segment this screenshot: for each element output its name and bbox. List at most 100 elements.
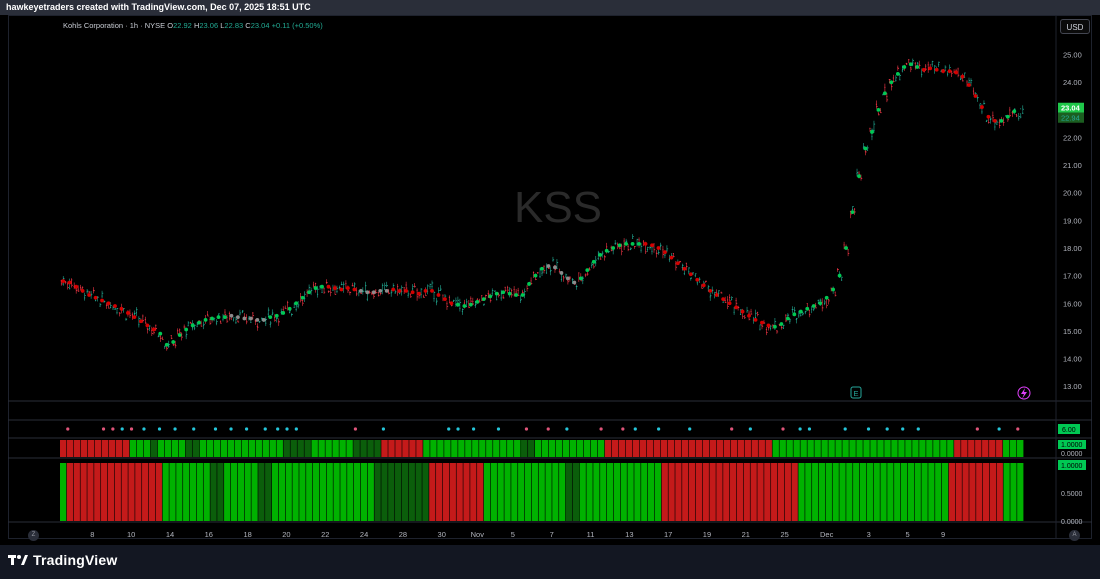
- trend-dot: [753, 317, 758, 322]
- price-tick-label: 17.00: [1063, 272, 1082, 281]
- strength-bar: [227, 440, 235, 457]
- histogram-bar: [791, 463, 798, 521]
- trend-dot: [617, 243, 622, 248]
- trend-dot: [229, 313, 234, 318]
- trend-dot: [80, 288, 85, 293]
- zoom-out-button[interactable]: Z: [28, 530, 39, 541]
- histogram-bar: [189, 463, 197, 521]
- histogram-bar: [176, 463, 183, 521]
- histogram-bar: [101, 463, 108, 521]
- time-tick-label: Nov: [471, 530, 485, 539]
- trend-dot: [857, 174, 861, 179]
- signal-dot: [843, 427, 847, 431]
- trend-dot: [481, 297, 486, 302]
- price-tick-label: 21.00: [1063, 161, 1082, 170]
- strength-bar: [576, 440, 584, 457]
- trend-dot: [268, 315, 273, 319]
- strength-bar: [968, 440, 975, 457]
- trend-dot: [203, 317, 208, 322]
- histogram-bar: [1010, 463, 1017, 521]
- open-value: 22.92: [173, 21, 192, 30]
- histogram-bar: [798, 463, 805, 521]
- event-badges[interactable]: E: [850, 386, 1031, 400]
- histogram-bar: [429, 463, 436, 521]
- currency-button[interactable]: USD: [1060, 19, 1090, 34]
- trend-dot: [934, 67, 939, 72]
- histogram-bar: [914, 463, 921, 521]
- histogram-bar: [265, 463, 272, 521]
- histogram-bar: [319, 463, 327, 521]
- histogram-bar: [593, 463, 600, 521]
- histogram-tick-label: 0.5000: [1061, 491, 1083, 498]
- strength-bar: [325, 440, 332, 457]
- trend-dot: [824, 295, 829, 300]
- trend-dot: [294, 301, 299, 306]
- strength-bar: [737, 440, 744, 457]
- trend-dot-series: [61, 62, 1023, 347]
- trend-dot: [255, 317, 260, 322]
- price-chart-svg[interactable]: KSS 25.00 24.00 22.00 21.00 20.00 19.00 18.00 1…: [0, 0, 1100, 545]
- trend-dot: [805, 306, 810, 311]
- strength-bar: [667, 440, 675, 457]
- trend-dot: [501, 290, 506, 295]
- trend-dot: [468, 302, 473, 307]
- histogram-bar: [545, 463, 552, 521]
- strength-bar: [339, 440, 346, 457]
- trend-dot: [455, 302, 460, 307]
- trend-dot: [663, 250, 667, 255]
- strength-bar: [304, 440, 311, 457]
- time-tick-label: 17: [664, 530, 672, 539]
- signal-dot: [213, 427, 218, 431]
- histogram-bar: [757, 463, 764, 521]
- tradingview-logo[interactable]: TradingView: [8, 552, 117, 568]
- signal-dot: [866, 427, 871, 431]
- strength-bar: [472, 440, 479, 457]
- strength-bar: [416, 440, 423, 457]
- trend-dot: [643, 241, 648, 246]
- trend-dot: [520, 293, 525, 297]
- trend-dot: [307, 290, 311, 295]
- time-axis[interactable]: 8 10 14 16 18 20 22 24 28 30 Nov 5 7 11 13 17 19 21 25 Dec 3…: [90, 530, 945, 539]
- signal-dot: [471, 427, 476, 431]
- strength-bar: [430, 440, 437, 457]
- trend-dot: [333, 286, 337, 290]
- open-label: O: [167, 21, 174, 30]
- earnings-badge[interactable]: [850, 386, 862, 399]
- signal-dot: [244, 427, 249, 431]
- histogram-bar: [552, 463, 559, 521]
- signal-dot: [173, 427, 177, 431]
- histogram-bar: [224, 463, 231, 521]
- trend-dot: [352, 287, 357, 292]
- lightning-icon[interactable]: [1017, 386, 1031, 400]
- strength-bar: [695, 440, 703, 457]
- strength-bar-pane: 1.0000 0.0000: [60, 440, 1086, 458]
- signal-dot: [621, 427, 625, 431]
- histogram-bar: [976, 463, 983, 521]
- strength-bar: [66, 440, 74, 457]
- histogram-bar: [169, 463, 176, 521]
- strength-bar: [143, 440, 151, 457]
- trend-dot: [236, 315, 240, 319]
- price-axis[interactable]: 25.00 24.00 22.00 21.00 20.00 19.00 18.00 17.00…: [1063, 51, 1082, 392]
- symbol-legend[interactable]: Kohls Corporation · 1h · NYSE O22.92 H23…: [63, 21, 323, 30]
- strength-bar: [597, 440, 605, 457]
- histogram-bar: [511, 463, 518, 521]
- trend-dot: [171, 340, 176, 344]
- trend-dot: [675, 261, 680, 266]
- symbol-name[interactable]: Kohls Corporation · 1h · NYSE: [63, 21, 166, 30]
- auto-scale-button[interactable]: A: [1069, 530, 1080, 541]
- histogram-bar: [572, 463, 580, 521]
- signal-dot: [885, 427, 889, 431]
- trend-dot: [559, 270, 564, 275]
- strength-bar: [835, 440, 842, 457]
- histogram-bar: [285, 463, 292, 521]
- trend-dot: [915, 65, 920, 69]
- close-value: 23.04: [250, 21, 270, 30]
- histogram-bar: [114, 463, 121, 521]
- time-tick-label: 5: [511, 530, 515, 539]
- strength-bar: [653, 440, 661, 457]
- histogram-bar: [456, 463, 463, 521]
- trend-dot: [637, 241, 641, 246]
- trend-dot: [106, 301, 111, 306]
